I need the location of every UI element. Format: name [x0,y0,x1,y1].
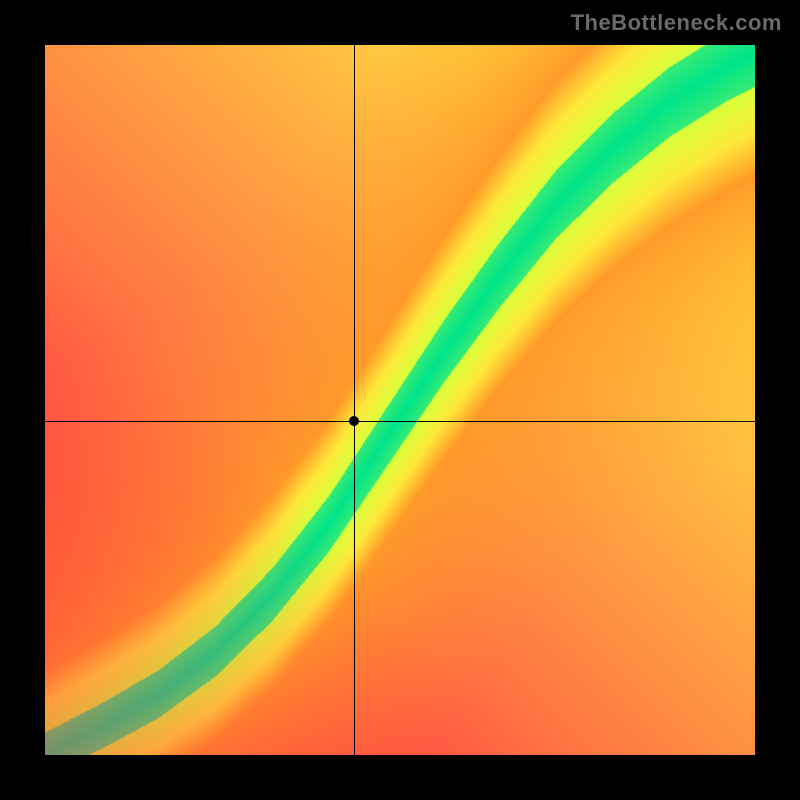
bottleneck-heatmap [45,45,755,755]
crosshair-vertical [354,45,355,755]
crosshair-marker [349,416,359,426]
crosshair-horizontal [45,421,755,422]
watermark-text: TheBottleneck.com [571,10,782,36]
heatmap-canvas [45,45,755,755]
